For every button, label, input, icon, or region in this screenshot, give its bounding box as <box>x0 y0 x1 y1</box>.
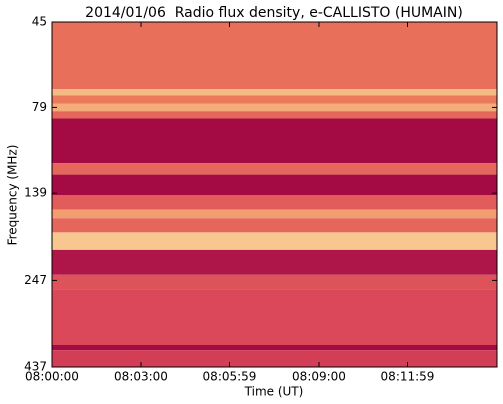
y-tick-label: 437 <box>24 360 47 374</box>
x-tick-label: 08:09:00 <box>292 370 346 384</box>
band <box>52 195 497 210</box>
band <box>52 103 497 112</box>
y-axis-label: Frequency (MHz) <box>6 145 20 246</box>
y-tick-label: 247 <box>24 273 47 287</box>
x-tick-label: 08:03:00 <box>114 370 168 384</box>
band <box>52 95 497 104</box>
x-tick-label: 08:00:00 <box>25 370 79 384</box>
band <box>52 232 497 250</box>
band <box>52 118 497 164</box>
band <box>52 111 497 119</box>
band <box>52 218 497 233</box>
band <box>52 344 497 351</box>
band <box>52 89 497 96</box>
band <box>52 22 497 90</box>
x-axis-label: Time (UT) <box>244 385 304 399</box>
band <box>52 350 497 367</box>
y-tick-label: 139 <box>24 186 47 200</box>
band <box>52 174 497 196</box>
band <box>52 249 497 275</box>
y-tick-label: 79 <box>32 100 47 114</box>
y-tick-label: 45 <box>32 15 47 29</box>
chart-title: 2014/01/06 Radio flux density, e-CALLIST… <box>85 5 463 21</box>
band <box>52 163 497 175</box>
x-tick-label: 08:11:59 <box>381 370 435 384</box>
band <box>52 289 497 345</box>
x-tick-label: 08:05:59 <box>203 370 257 384</box>
plot-frame <box>51 21 498 368</box>
band <box>52 209 497 219</box>
band <box>52 274 497 290</box>
